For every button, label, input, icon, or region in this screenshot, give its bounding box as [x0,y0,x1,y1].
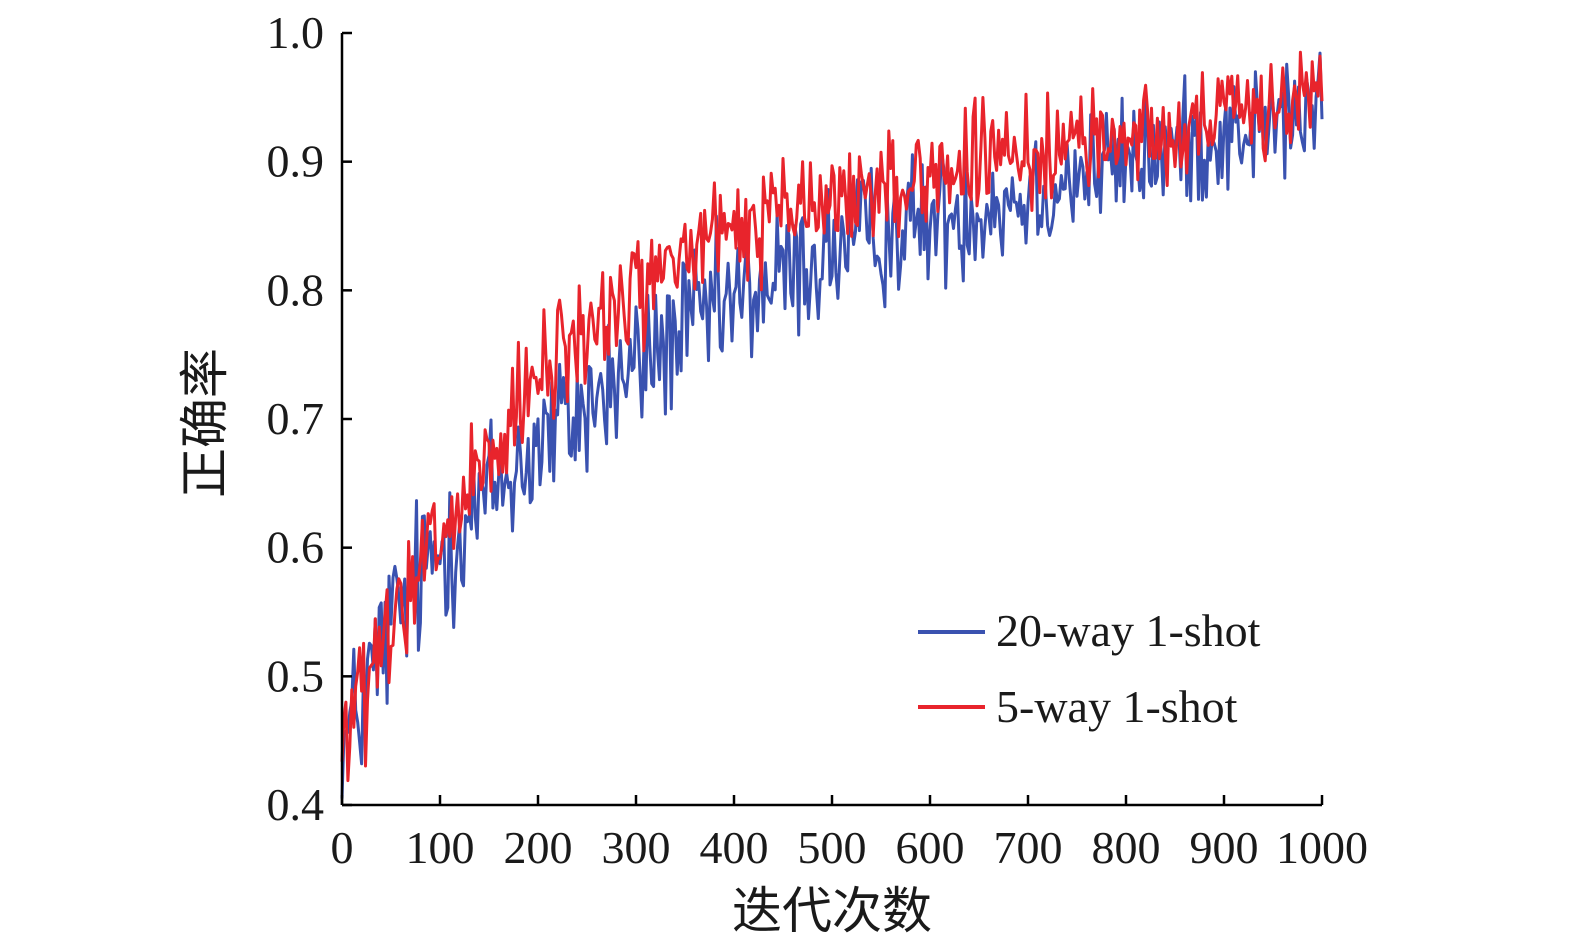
y-tick-label-6: 1.0 [267,7,325,58]
legend: 20-way 1-shot 5-way 1-shot [918,605,1261,732]
y-tick-label-1: 0.5 [267,650,325,701]
legend-label-20way: 20-way 1-shot [996,605,1261,656]
x-tick-label-6: 600 [896,822,965,873]
x-axis-title: 迭代次数 [732,883,932,939]
x-tick-label-0: 0 [331,822,354,873]
y-tick-label-4: 0.8 [267,264,325,315]
x-tick-label-9: 900 [1190,822,1259,873]
y-ticks: 0.4 0.5 0.6 0.7 0.8 0.9 1.0 [267,7,352,830]
x-tick-label-7: 700 [994,822,1063,873]
x-tick-label-2: 200 [504,822,573,873]
x-tick-label-10: 1000 [1276,822,1368,873]
legend-label-5way: 5-way 1-shot [996,681,1238,732]
x-tick-label-5: 500 [798,822,867,873]
series-layer [340,50,1324,799]
y-tick-label-5: 0.9 [267,136,325,187]
y-tick-label-2: 0.6 [267,522,325,573]
x-tick-label-4: 400 [700,822,769,873]
series-line-1 [340,50,1324,783]
plot-area: 0.4 0.5 0.6 0.7 0.8 0.9 1.0 0 100 200 300 400 500 60… [267,7,1369,873]
y-axis-title: 正确率 [177,348,233,498]
x-tick-label-3: 300 [602,822,671,873]
x-tick-label-1: 100 [406,822,475,873]
x-ticks: 0 100 200 300 400 500 600 700 800 900 1000 [331,795,1368,873]
y-tick-label-3: 0.7 [267,393,325,444]
y-tick-label-0: 0.4 [267,779,325,830]
x-tick-label-8: 800 [1092,822,1161,873]
